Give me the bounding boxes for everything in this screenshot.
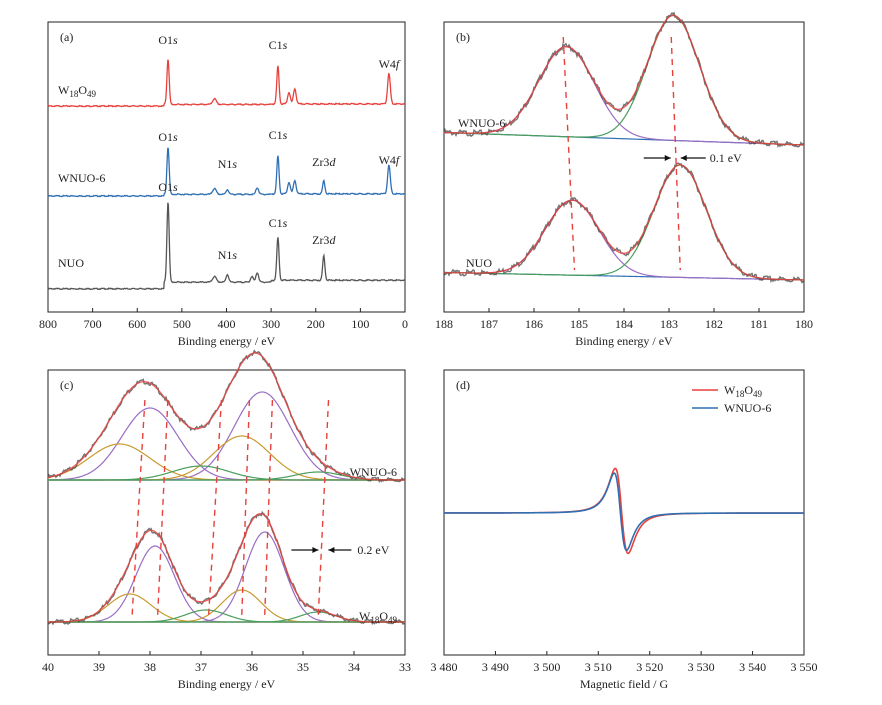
x-tick-label: 40 bbox=[42, 660, 54, 674]
panel-label: (d) bbox=[456, 378, 470, 392]
shift-label: 0.1 eV bbox=[710, 151, 742, 165]
peak-annotation: Zr3d bbox=[312, 155, 336, 169]
fitted-envelope bbox=[443, 14, 805, 146]
series-label: W18O49 bbox=[359, 609, 398, 625]
x-tick-label: 3 480 bbox=[431, 660, 458, 674]
series-label: W18O49 bbox=[724, 383, 763, 399]
shift-guide-line bbox=[156, 399, 169, 616]
shift-guide-line bbox=[562, 36, 576, 271]
x-tick-label: 184 bbox=[615, 317, 633, 331]
x-tick-label: 3 530 bbox=[688, 660, 715, 674]
x-tick-label: 700 bbox=[84, 317, 102, 331]
series-label: W18O49 bbox=[58, 83, 97, 99]
survey-line bbox=[47, 147, 406, 198]
peak-annotation: O1s bbox=[158, 130, 178, 144]
x-tick-label: 3 550 bbox=[791, 660, 818, 674]
x-tick-label: 39 bbox=[93, 660, 105, 674]
x-tick-label: 200 bbox=[307, 317, 325, 331]
shift-guide-line bbox=[241, 399, 251, 616]
panel-label: (b) bbox=[456, 30, 470, 44]
arrowhead-icon bbox=[312, 547, 319, 553]
x-tick-label: 400 bbox=[218, 317, 236, 331]
fit-component bbox=[443, 164, 805, 281]
x-tick-label: 600 bbox=[128, 317, 146, 331]
series-label: WNUO-6 bbox=[458, 116, 505, 130]
arrowhead-icon bbox=[328, 547, 335, 553]
peak-annotation: N1s bbox=[218, 157, 238, 171]
x-tick-label: 3 540 bbox=[739, 660, 766, 674]
x-tick-label: 37 bbox=[195, 660, 207, 674]
x-tick-label: 188 bbox=[435, 317, 453, 331]
series-label: WNUO-6 bbox=[58, 171, 105, 185]
x-tick-label: 35 bbox=[297, 660, 309, 674]
survey-line bbox=[47, 202, 406, 291]
series-label: WNUO-6 bbox=[350, 465, 397, 479]
x-tick-label: 500 bbox=[173, 317, 191, 331]
peak-annotation: C1s bbox=[269, 216, 288, 230]
epr-line bbox=[444, 472, 804, 552]
x-tick-label: 186 bbox=[525, 317, 543, 331]
x-tick-label: 185 bbox=[570, 317, 588, 331]
x-tick-label: 183 bbox=[660, 317, 678, 331]
arrowhead-icon bbox=[680, 155, 687, 161]
peak-annotation: W4f bbox=[379, 153, 401, 167]
x-tick-label: 187 bbox=[480, 317, 498, 331]
x-tick-label: 180 bbox=[795, 317, 813, 331]
x-tick-label: 3 520 bbox=[636, 660, 663, 674]
panel-c-w4f-spectra: 40 39 38 37 36 35 34 33 Binding energy / eV (c) WN… bbox=[42, 349, 411, 691]
shift-label: 0.2 eV bbox=[357, 543, 389, 557]
x-tick-label: 182 bbox=[705, 317, 723, 331]
fitted-envelope bbox=[47, 352, 405, 481]
peak-annotation: C1s bbox=[269, 38, 288, 52]
survey-line bbox=[47, 59, 406, 108]
x-axis-title: Binding energy / eV bbox=[575, 334, 673, 348]
fitted-envelope bbox=[48, 512, 405, 623]
panel-label: (a) bbox=[60, 30, 73, 44]
peak-annotation: O1s bbox=[158, 180, 178, 194]
x-tick-label: 0 bbox=[402, 317, 408, 331]
x-tick-label: 36 bbox=[246, 660, 258, 674]
x-tick-label: 38 bbox=[144, 660, 156, 674]
x-tick-label: 300 bbox=[262, 317, 280, 331]
x-tick-label: 3 500 bbox=[533, 660, 560, 674]
peak-annotation: W4f bbox=[379, 57, 401, 71]
panel-b-zr3d-spectra: 188 187 186 185 184 183 182 181 180 Binding energ… bbox=[435, 11, 813, 348]
x-tick-label: 3 510 bbox=[585, 660, 612, 674]
peak-annotation: N1s bbox=[218, 248, 238, 262]
fit-component bbox=[443, 199, 805, 281]
series-label: NUO bbox=[466, 256, 492, 270]
fit-component bbox=[48, 589, 405, 623]
shift-guide-line bbox=[317, 399, 330, 616]
shift-guide-line bbox=[670, 36, 681, 271]
x-tick-label: 33 bbox=[399, 660, 411, 674]
series-label: WNUO-6 bbox=[724, 401, 771, 415]
raw-spectrum bbox=[443, 162, 805, 284]
peak-annotation: C1s bbox=[269, 128, 288, 142]
shift-guide-line bbox=[264, 399, 274, 616]
raw-spectrum bbox=[47, 510, 406, 626]
x-tick-label: 800 bbox=[39, 317, 57, 331]
peak-annotation: O1s bbox=[158, 33, 178, 47]
x-tick-label: 100 bbox=[351, 317, 369, 331]
panel-a-survey-spectra: 800 700 600 500 400 300 200 100 0 Binding energy … bbox=[39, 21, 408, 348]
x-axis-title: Binding energy / eV bbox=[178, 677, 276, 691]
fit-component bbox=[48, 471, 405, 481]
x-tick-label: 181 bbox=[750, 317, 768, 331]
peak-annotation: Zr3d bbox=[312, 233, 336, 247]
fitted-envelope bbox=[443, 164, 805, 281]
series-label: NUO bbox=[58, 256, 84, 270]
plot-frame bbox=[443, 21, 805, 313]
x-tick-label: 34 bbox=[348, 660, 360, 674]
arrowhead-icon bbox=[664, 155, 671, 161]
plot-frame bbox=[47, 369, 406, 656]
panel-d-epr-spectra: 3 480 3 490 3 500 3 510 3 520 3 530 3 540 3 550… bbox=[431, 369, 818, 691]
shift-guide-line bbox=[131, 399, 146, 616]
shift-guide-line bbox=[207, 399, 223, 616]
x-tick-label: 3 490 bbox=[482, 660, 509, 674]
panel-label: (c) bbox=[60, 378, 73, 392]
x-axis-title: Binding energy / eV bbox=[178, 334, 276, 348]
x-axis-title: Magnetic field / G bbox=[580, 677, 669, 691]
